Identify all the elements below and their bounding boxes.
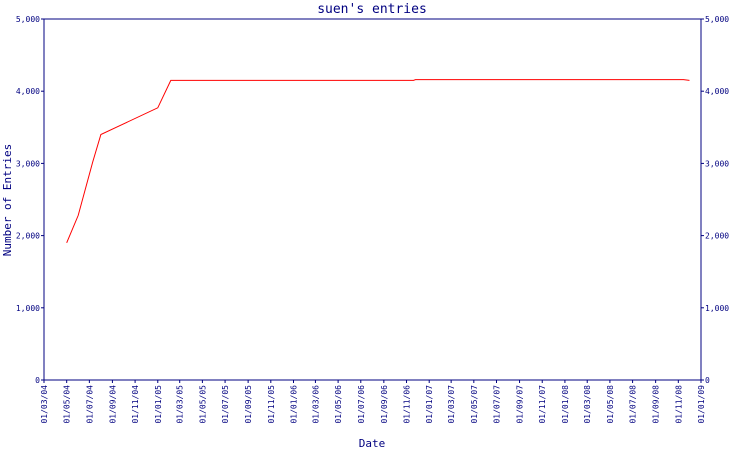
x-tick-label: 01/03/04 bbox=[40, 385, 49, 424]
x-tick-label: 01/09/07 bbox=[516, 385, 525, 424]
y-tick-label: 1,000 bbox=[16, 304, 40, 313]
x-tick-label: 01/01/09 bbox=[697, 385, 706, 424]
y2-tick-label: 3,000 bbox=[705, 159, 729, 168]
x-axis-label: Date bbox=[359, 437, 386, 450]
y-tick-label: 5,000 bbox=[16, 15, 40, 24]
x-tick-label: 01/07/04 bbox=[85, 385, 94, 424]
x-tick-label: 01/01/07 bbox=[425, 385, 434, 424]
x-tick-label: 01/11/07 bbox=[538, 385, 547, 424]
x-tick-label: 01/07/07 bbox=[493, 385, 502, 424]
x-tick-label: 01/11/05 bbox=[267, 385, 276, 424]
y-tick-label: 2,000 bbox=[16, 232, 40, 241]
x-tick-label: 01/07/06 bbox=[357, 385, 366, 424]
y2-tick-label: 5,000 bbox=[705, 15, 729, 24]
x-tick-label: 01/09/04 bbox=[108, 385, 117, 424]
x-tick-label: 01/05/07 bbox=[470, 385, 479, 424]
x-tick-label: 01/11/06 bbox=[403, 385, 412, 424]
y2-tick-label: 1,000 bbox=[705, 304, 729, 313]
x-tick-label: 01/05/05 bbox=[198, 385, 207, 424]
x-tick-label: 01/01/08 bbox=[561, 385, 570, 424]
y2-tick-label: 2,000 bbox=[705, 232, 729, 241]
chart-title: suen's entries bbox=[317, 2, 427, 17]
x-tick-label: 01/03/05 bbox=[176, 385, 185, 424]
x-tick-label: 01/01/05 bbox=[154, 385, 163, 424]
x-tick-label: 01/09/06 bbox=[380, 385, 389, 424]
y-axis-label: Number of Entries bbox=[1, 144, 14, 257]
x-tick-label: 01/03/06 bbox=[311, 385, 320, 424]
y2-tick-label: 4,000 bbox=[705, 87, 729, 96]
x-tick-label: 01/09/05 bbox=[244, 385, 253, 424]
plot-frame bbox=[43, 18, 702, 381]
y-tick-label: 4,000 bbox=[16, 87, 40, 96]
x-tick-label: 01/03/08 bbox=[583, 385, 592, 424]
y-tick-label: 3,000 bbox=[16, 159, 40, 168]
y-tick-label: 0 bbox=[35, 376, 40, 385]
x-tick-label: 01/11/04 bbox=[131, 385, 140, 424]
y2-tick-label: 0 bbox=[705, 376, 710, 385]
x-tick-label: 01/05/04 bbox=[63, 385, 72, 424]
data-line bbox=[66, 79, 690, 244]
x-tick-label: 01/07/08 bbox=[629, 385, 638, 424]
x-tick-label: 01/01/06 bbox=[289, 385, 298, 424]
x-tick-label: 01/11/08 bbox=[674, 385, 683, 424]
x-tick-label: 01/05/08 bbox=[606, 385, 615, 424]
x-tick-label: 01/05/06 bbox=[334, 385, 343, 424]
x-tick-label: 01/03/07 bbox=[447, 385, 456, 424]
x-tick-label: 01/07/05 bbox=[221, 385, 230, 424]
x-tick-label: 01/09/08 bbox=[652, 385, 661, 424]
